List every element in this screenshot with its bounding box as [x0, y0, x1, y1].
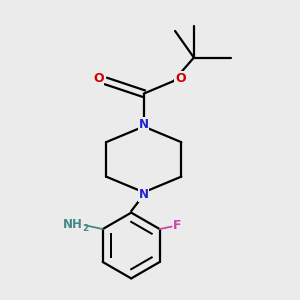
- Text: F: F: [173, 219, 181, 232]
- Text: 2: 2: [82, 224, 88, 233]
- Text: O: O: [93, 72, 104, 85]
- Text: NH: NH: [63, 218, 83, 231]
- Text: N: N: [139, 188, 149, 201]
- Text: O: O: [175, 72, 186, 85]
- Text: N: N: [139, 118, 149, 130]
